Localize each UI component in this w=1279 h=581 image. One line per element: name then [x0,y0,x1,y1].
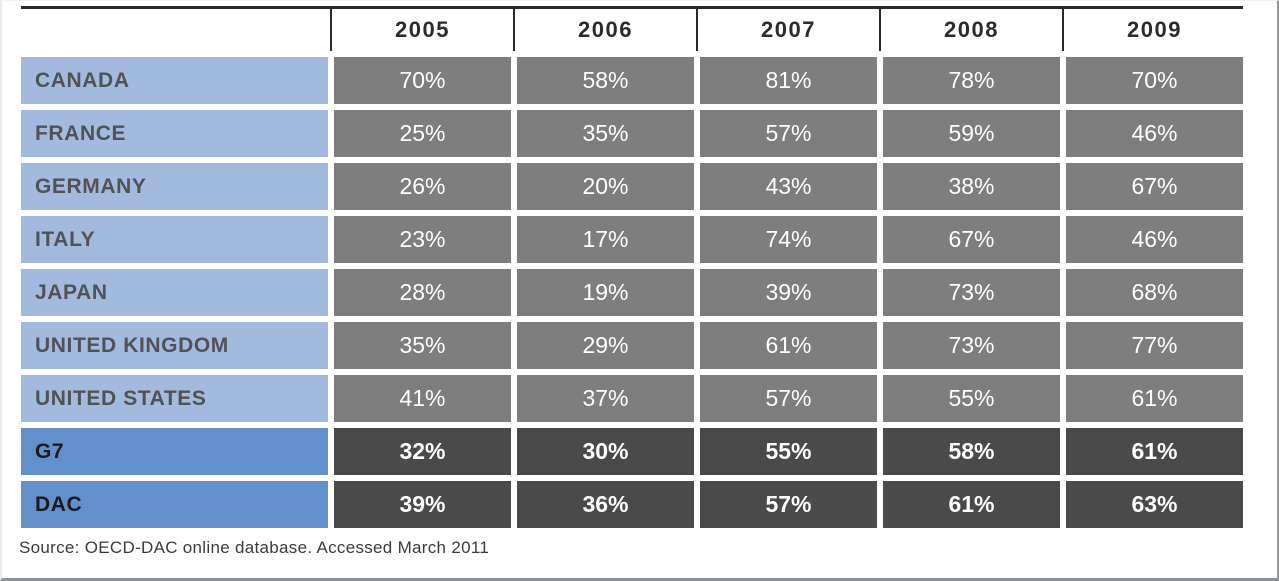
row-label: UNITED KINGDOM [21,322,328,369]
percent-cell: 61% [883,481,1060,528]
percent-cell: 30% [517,428,694,475]
row-label: G7 [21,428,328,475]
percent-cell: 67% [883,216,1060,263]
table-row: G7 32% 30% 55% 58% 61% [21,428,1243,475]
percent-cell: 58% [883,428,1060,475]
column-header-2007: 2007 [696,6,877,51]
percent-cell: 57% [700,481,877,528]
percent-cell: 70% [1066,57,1243,104]
column-header-2008: 2008 [879,6,1060,51]
percent-cell: 70% [334,57,511,104]
column-header-2009: 2009 [1062,6,1243,51]
percent-cell: 37% [517,375,694,422]
percent-cell: 58% [517,57,694,104]
percent-cell: 77% [1066,322,1243,369]
percent-cell: 39% [700,269,877,316]
table-row: DAC 39% 36% 57% 61% 63% [21,481,1243,528]
data-table: 2005 2006 2007 2008 2009 CANADA 70% 58% 81% 78% 7… [21,6,1243,528]
percent-cell: 61% [1066,375,1243,422]
percent-cell: 46% [1066,110,1243,157]
row-label: GERMANY [21,163,328,210]
percent-cell: 68% [1066,269,1243,316]
row-label: CANADA [21,57,328,104]
table-body: CANADA 70% 58% 81% 78% 70% FRANCE 25% 35% 57% 59% 4… [21,57,1243,528]
percent-cell: 55% [700,428,877,475]
percent-cell: 73% [883,269,1060,316]
column-header-2005: 2005 [330,6,511,51]
table-row: ITALY 23% 17% 74% 67% 46% [21,216,1243,263]
percent-cell: 43% [700,163,877,210]
percent-cell: 41% [334,375,511,422]
table-header-row: 2005 2006 2007 2008 2009 [21,6,1243,51]
percent-cell: 17% [517,216,694,263]
table-row: JAPAN 28% 19% 39% 73% 68% [21,269,1243,316]
row-label: JAPAN [21,269,328,316]
percent-cell: 23% [334,216,511,263]
percent-cell: 57% [700,110,877,157]
percent-cell: 59% [883,110,1060,157]
table-header-spacer [21,9,328,51]
table-row: UNITED KINGDOM 35% 29% 61% 73% 77% [21,322,1243,369]
percent-cell: 35% [517,110,694,157]
percent-cell: 36% [517,481,694,528]
percent-cell: 57% [700,375,877,422]
percent-cell: 81% [700,57,877,104]
percent-cell: 25% [334,110,511,157]
table-row: CANADA 70% 58% 81% 78% 70% [21,57,1243,104]
percent-cell: 61% [1066,428,1243,475]
table-row: FRANCE 25% 35% 57% 59% 46% [21,110,1243,157]
column-header-2006: 2006 [513,6,694,51]
percent-cell: 32% [334,428,511,475]
percent-cell: 73% [883,322,1060,369]
percent-cell: 55% [883,375,1060,422]
row-label: FRANCE [21,110,328,157]
percent-cell: 67% [1066,163,1243,210]
percent-cell: 38% [883,163,1060,210]
percent-cell: 35% [334,322,511,369]
row-label: ITALY [21,216,328,263]
percent-cell: 39% [334,481,511,528]
percent-cell: 20% [517,163,694,210]
percent-cell: 29% [517,322,694,369]
percent-cell: 61% [700,322,877,369]
percent-cell: 74% [700,216,877,263]
percent-cell: 63% [1066,481,1243,528]
row-label: DAC [21,481,328,528]
percent-cell: 26% [334,163,511,210]
percent-cell: 46% [1066,216,1243,263]
percent-cell: 78% [883,57,1060,104]
percent-cell: 19% [517,269,694,316]
percent-cell: 28% [334,269,511,316]
row-label: UNITED STATES [21,375,328,422]
source-note: Source: OECD-DAC online database. Access… [19,538,490,557]
table-row: UNITED STATES 41% 37% 57% 55% 61% [21,375,1243,422]
table-row: GERMANY 26% 20% 43% 38% 67% [21,163,1243,210]
